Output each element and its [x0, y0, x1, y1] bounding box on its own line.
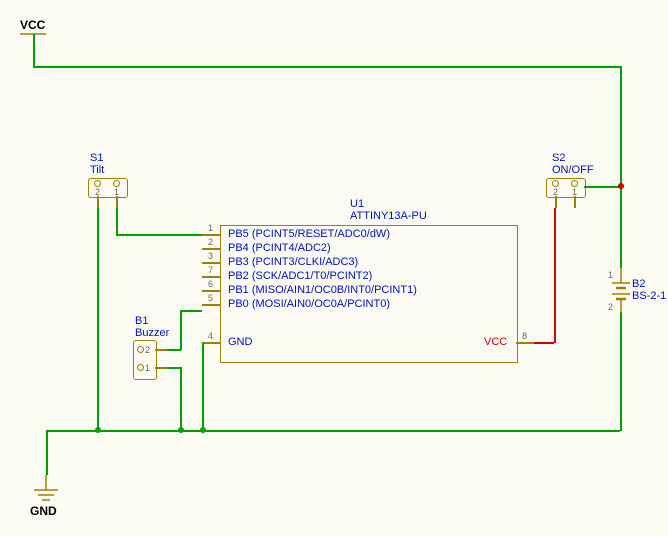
pin — [516, 342, 534, 344]
wire-vcc — [554, 208, 556, 343]
pin — [555, 196, 557, 208]
b2-pin-num-2: 2 — [608, 302, 613, 312]
wire — [33, 34, 35, 66]
s2-name: ON/OFF — [552, 164, 594, 176]
wire-vcc — [534, 342, 554, 344]
b1-pin-num-1: 1 — [145, 363, 150, 373]
pin — [202, 276, 220, 278]
b1-pin-circle — [137, 364, 144, 371]
pin — [202, 234, 220, 236]
b1-pin-num-2: 2 — [145, 345, 150, 355]
ic-pin2-num: 2 — [208, 237, 213, 247]
ic-pin6-label: PB1 (MISO/AIN1/OC0B/INT0/PCINT1) — [228, 284, 417, 296]
b2-ref: B2 — [632, 278, 645, 290]
s1-name: Tilt — [90, 164, 104, 176]
wire — [584, 186, 620, 188]
wire — [167, 367, 181, 369]
pin — [155, 349, 167, 351]
s1-ref: S1 — [90, 152, 103, 164]
pin — [574, 196, 576, 208]
ic-pin5-label: PB0 (MOSI/AIN0/OC0A/PCINT0) — [228, 298, 390, 310]
ic-part: ATTINY13A-PU — [350, 210, 427, 222]
b1-pin-circle — [137, 346, 144, 353]
ic-ref: U1 — [350, 198, 364, 210]
wire — [116, 208, 118, 234]
wire — [97, 208, 99, 430]
ic-pin1-num: 1 — [208, 223, 213, 233]
ic-pin7-label: PB2 (SCK/ADC1/T0/PCINT2) — [228, 270, 372, 282]
pin — [202, 304, 220, 306]
wire — [620, 176, 622, 268]
pin — [202, 248, 220, 250]
wire — [116, 234, 202, 236]
wire — [33, 66, 621, 68]
junction-node — [200, 427, 206, 433]
wire — [202, 342, 204, 430]
ic-pin3-num: 3 — [208, 251, 213, 261]
vcc-label: VCC — [20, 18, 45, 32]
wire — [167, 349, 181, 351]
schematic-canvas: VCC GND S1 Tilt 2 1 B1 Buzzer 2 1 — [0, 0, 668, 536]
b2-name: BS-2-1 — [632, 290, 666, 302]
pin — [202, 342, 220, 344]
wire — [620, 66, 622, 176]
ic-pin3-label: PB3 (PCINT3/CLKI/ADC3) — [228, 256, 358, 268]
ic-pin1-label: PB5 (PCINT5/RESET/ADC0/dW) — [228, 228, 390, 240]
s2-ref: S2 — [552, 152, 565, 164]
pin — [202, 290, 220, 292]
pin — [202, 262, 220, 264]
gnd-label: GND — [30, 504, 57, 518]
junction-node — [178, 427, 184, 433]
ic-pin7-num: 7 — [208, 265, 213, 275]
b2-pin-num-1: 1 — [608, 270, 613, 280]
wire — [180, 367, 182, 430]
s2-pin-circle — [571, 180, 578, 187]
ic-vcc-label: VCC — [484, 336, 507, 348]
pin — [155, 367, 167, 369]
pin — [116, 196, 118, 208]
junction-node — [618, 183, 624, 189]
ic-pin5-num: 5 — [208, 293, 213, 303]
ic-vcc-num: 8 — [522, 331, 527, 341]
s1-pin-circle — [94, 180, 101, 187]
wire — [620, 312, 622, 431]
junction-node — [95, 427, 101, 433]
ic-pin6-num: 6 — [208, 279, 213, 289]
wire — [46, 430, 620, 432]
ic-gnd-label: GND — [228, 336, 252, 348]
wire — [46, 430, 48, 475]
pin — [97, 196, 99, 208]
ic-pin2-label: PB4 (PCINT4/ADC2) — [228, 242, 331, 254]
wire — [180, 310, 202, 312]
b1-name: Buzzer — [135, 327, 169, 339]
ic-gnd-num: 4 — [208, 331, 213, 341]
s1-pin-circle — [113, 180, 120, 187]
b1-ref: B1 — [135, 315, 148, 327]
s2-pin-circle — [552, 180, 559, 187]
wire — [180, 310, 182, 350]
